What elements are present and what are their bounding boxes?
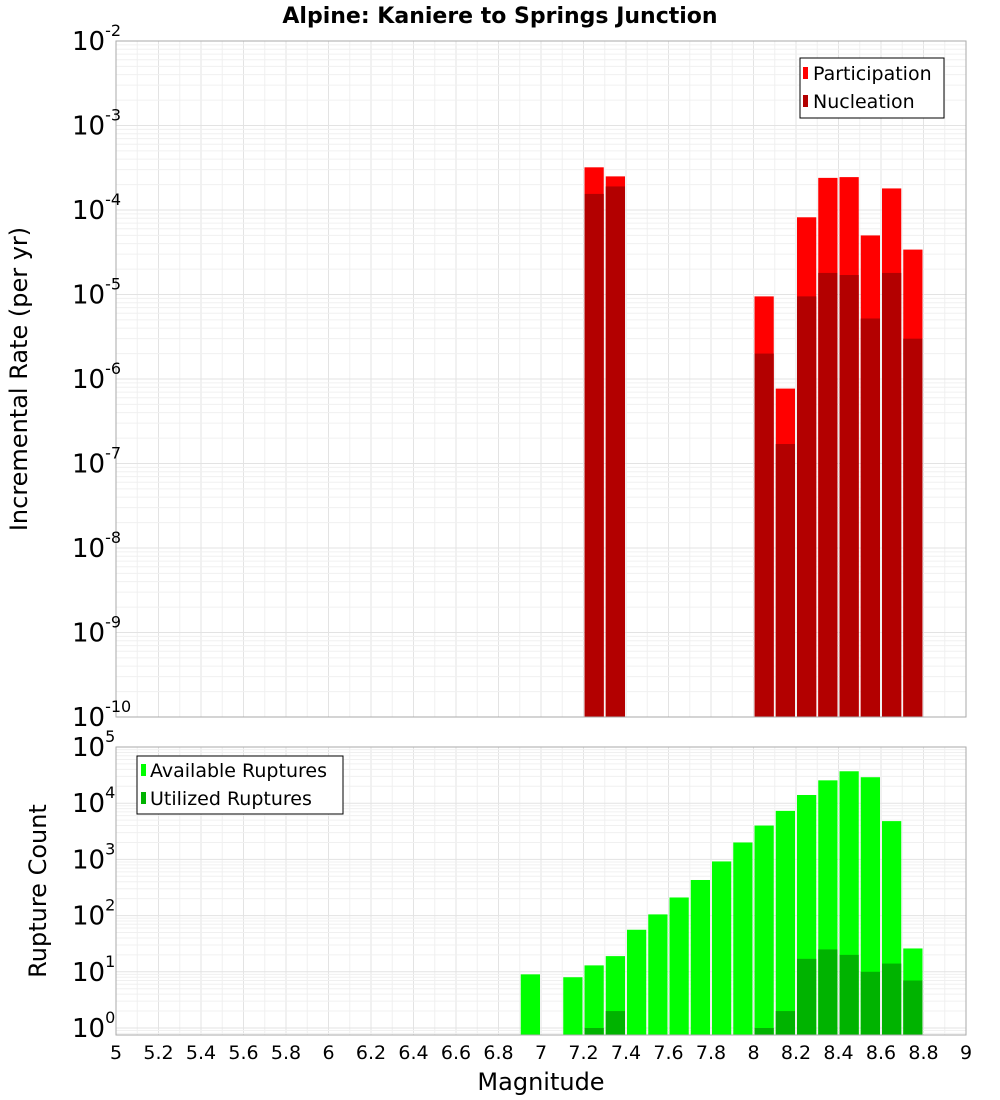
y-tick-label: 10-10 [72, 697, 131, 733]
x-tick-label: 7.6 [653, 1042, 683, 1064]
nucleation-bar [584, 193, 604, 717]
available-ruptures-bar [690, 879, 710, 1035]
available-ruptures-bar [775, 810, 795, 1035]
y-tick-label: 104 [72, 783, 115, 819]
x-tick-label: 5.8 [271, 1042, 301, 1064]
utilized-ruptures-bar [903, 980, 923, 1035]
utilized-ruptures-bar [882, 963, 902, 1035]
utilized-ruptures-bar [775, 1011, 795, 1035]
top-plot-border [115, 40, 967, 718]
x-tick-label: 7.4 [611, 1042, 641, 1064]
y-tick-label: 10-4 [72, 190, 121, 226]
y-tick-label: 100 [72, 1008, 115, 1044]
x-tick-label: 9 [960, 1042, 972, 1064]
y-tick-label: 105 [72, 727, 115, 763]
x-tick-label: 8.4 [823, 1042, 853, 1064]
y-tick-label: 10-5 [72, 275, 121, 311]
x-tick-label: 5.2 [143, 1042, 173, 1064]
legend-label-utilized: Utilized Ruptures [150, 788, 312, 810]
bottom-y-axis-ticks: 105 104 103 102 101 100 [72, 727, 115, 1044]
x-tick-label: 8.8 [908, 1042, 938, 1064]
available-ruptures-bar [733, 842, 753, 1035]
x-tick-label: 6.2 [356, 1042, 386, 1064]
x-tick-label: 6.8 [483, 1042, 513, 1064]
x-tick-label: 8 [747, 1042, 759, 1064]
legend-swatch-utilized [141, 792, 146, 804]
y-tick-label: 102 [72, 896, 115, 932]
x-tick-label: 6.6 [441, 1042, 471, 1064]
nucleation-bar [839, 275, 859, 717]
x-axis-ticks: 5 5.2 5.4 5.6 5.8 6 6.2 6.4 6.6 6.8 7 7.2 7.4 7.6 7.8 8… [110, 1042, 972, 1064]
available-ruptures-bar [712, 861, 732, 1035]
bottom-legend-box [136, 755, 344, 815]
legend-label-participation: Participation [813, 63, 932, 85]
bottom-bars [520, 771, 923, 1035]
x-tick-label: 7 [535, 1042, 547, 1064]
bottom-y-axis-title: Rupture Count [24, 804, 52, 978]
top-legend-box [799, 57, 945, 119]
utilized-ruptures-bar [860, 971, 880, 1035]
y-tick-label: 10-2 [72, 21, 121, 57]
legend-swatch-available [141, 764, 146, 776]
nucleation-bar [903, 338, 923, 717]
legend-label-available: Available Ruptures [150, 760, 327, 782]
y-tick-label: 101 [72, 952, 115, 988]
legend-swatch-nucleation [803, 95, 808, 107]
utilized-ruptures-bar [754, 1027, 774, 1035]
x-tick-label: 5.6 [228, 1042, 258, 1064]
available-ruptures-bar [627, 929, 647, 1035]
nucleation-bar [754, 353, 774, 717]
legend-swatch-participation [803, 67, 808, 79]
nucleation-bar [882, 272, 902, 717]
nucleation-bar [860, 318, 880, 717]
y-tick-label: 10-9 [72, 613, 121, 649]
available-ruptures-bar [860, 777, 880, 1035]
x-tick-label: 6.4 [398, 1042, 428, 1064]
y-tick-label: 10-8 [72, 528, 121, 564]
x-tick-label: 5.4 [186, 1042, 216, 1064]
utilized-ruptures-bar [797, 958, 817, 1035]
available-ruptures-bar [754, 825, 774, 1035]
x-tick-label: 7.8 [696, 1042, 726, 1064]
utilized-ruptures-bar [605, 1011, 625, 1035]
bottom-plot-border [115, 746, 967, 1036]
utilized-ruptures-bar [584, 1027, 604, 1035]
top-bars [584, 167, 923, 718]
nucleation-bar [797, 296, 817, 717]
top-y-axis-title: Incremental Rate (per yr) [5, 227, 33, 531]
x-tick-label: 8.2 [781, 1042, 811, 1064]
chart-title: Alpine: Kaniere to Springs Junction [282, 4, 717, 29]
utilized-ruptures-bar [839, 954, 859, 1035]
y-tick-label: 10-3 [72, 106, 121, 142]
available-ruptures-bar [563, 977, 583, 1035]
available-ruptures-bar [648, 914, 668, 1035]
available-ruptures-bar [669, 897, 689, 1035]
bottom-panel: 105 104 103 102 101 100 Rupture Count Availab… [24, 727, 972, 1096]
y-tick-label: 10-6 [72, 359, 121, 395]
x-tick-label: 8.6 [866, 1042, 896, 1064]
top-y-axis-ticks: 10-2 10-3 10-4 10-5 10-6 10-7 10-8 10-9 10-10 [72, 21, 131, 733]
available-ruptures-bar [520, 974, 540, 1035]
nucleation-bar [818, 272, 838, 717]
y-tick-label: 103 [72, 839, 115, 875]
top-panel: 10-2 10-3 10-4 10-5 10-6 10-7 10-8 10-9 10-10 In… [5, 21, 967, 733]
y-tick-label: 10-7 [72, 444, 121, 480]
x-tick-label: 6 [322, 1042, 334, 1064]
utilized-ruptures-bar [818, 949, 838, 1035]
x-tick-label: 7.2 [568, 1042, 598, 1064]
nucleation-bar [605, 186, 625, 718]
bottom-legend: Available Ruptures Utilized Ruptures [136, 755, 344, 815]
available-ruptures-bar [584, 965, 604, 1035]
legend-label-nucleation: Nucleation [813, 91, 915, 113]
top-legend: Participation Nucleation [799, 57, 945, 119]
x-tick-label: 5 [110, 1042, 122, 1064]
nucleation-bar [775, 444, 795, 717]
top-grid [115, 40, 967, 718]
x-axis-title: Magnitude [477, 1068, 604, 1096]
